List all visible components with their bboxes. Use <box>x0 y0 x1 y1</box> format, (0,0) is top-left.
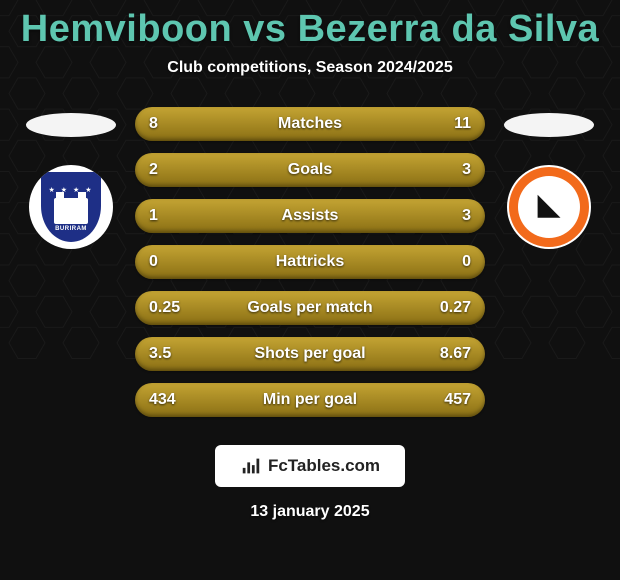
left-player-silhouette <box>26 113 116 137</box>
stat-right-value: 3 <box>427 161 471 179</box>
stat-right-value: 0.27 <box>427 299 471 317</box>
stat-left-value: 2 <box>149 161 193 179</box>
left-club-emblem: ★ ★ ★ ★ BURIRAM <box>41 172 101 242</box>
emblem-castle-icon <box>54 198 88 224</box>
stat-bar: 8Matches11 <box>135 107 485 141</box>
fctables-text: FcTables.com <box>268 456 380 476</box>
left-club-logo: ★ ★ ★ ★ BURIRAM <box>29 165 113 249</box>
stat-left-value: 1 <box>149 207 193 225</box>
fctables-logo: FcTables.com <box>215 445 405 487</box>
stat-right-value: 3 <box>427 207 471 225</box>
generation-date: 13 january 2025 <box>250 503 369 521</box>
chart-icon <box>240 455 262 477</box>
stat-left-value: 434 <box>149 391 193 409</box>
stat-right-value: 457 <box>427 391 471 409</box>
stat-bar: 3.5Shots per goal8.67 <box>135 337 485 371</box>
stat-bars: 8Matches11 2Goals3 1Assists3 0Hattricks0 0.2… <box>135 107 485 417</box>
stat-left-value: 0 <box>149 253 193 271</box>
stat-left-value: 8 <box>149 115 193 133</box>
right-club-emblem-inner: ◣ <box>518 176 580 238</box>
stat-bar: 434Min per goal457 <box>135 383 485 417</box>
stat-right-value: 11 <box>427 115 471 133</box>
right-player-silhouette <box>504 113 594 137</box>
stat-bar: 0Hattricks0 <box>135 245 485 279</box>
comparison-row: ★ ★ ★ ★ BURIRAM 8Matches11 2Goals3 1Assist… <box>0 107 620 417</box>
page-title: Hemviboon vs Bezerra da Silva <box>21 8 599 51</box>
content-wrapper: Hemviboon vs Bezerra da Silva Club compe… <box>0 0 620 580</box>
stat-right-value: 8.67 <box>427 345 471 363</box>
stat-bar: 1Assists3 <box>135 199 485 233</box>
right-club-logo: ◣ <box>507 165 591 249</box>
right-club-emblem: ◣ <box>509 167 589 247</box>
left-club-name: BURIRAM <box>55 226 87 232</box>
subtitle: Club competitions, Season 2024/2025 <box>167 59 452 77</box>
stat-bar: 0.25Goals per match0.27 <box>135 291 485 325</box>
stat-right-value: 0 <box>427 253 471 271</box>
stat-left-value: 3.5 <box>149 345 193 363</box>
stat-bar: 2Goals3 <box>135 153 485 187</box>
beast-icon: ◣ <box>537 190 560 220</box>
right-player-col: ◣ <box>499 107 599 249</box>
left-player-col: ★ ★ ★ ★ BURIRAM <box>21 107 121 249</box>
stat-left-value: 0.25 <box>149 299 193 317</box>
